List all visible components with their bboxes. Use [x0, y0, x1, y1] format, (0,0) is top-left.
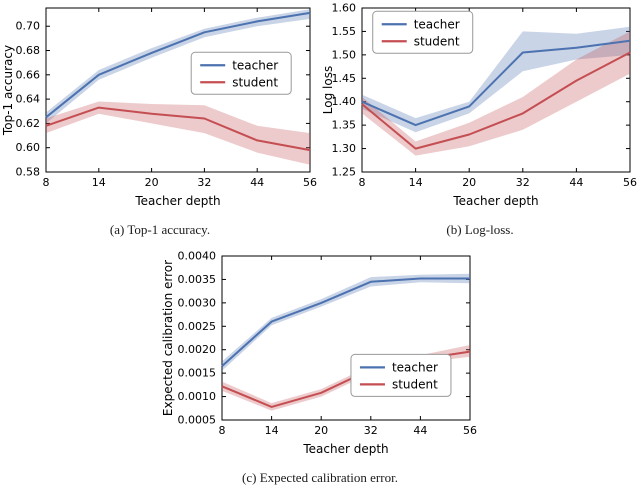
top-row: 8 14 20 32 44 56 0.58 0.60 0.62 0.64 0.66 0.68 0.70 t… [0, 0, 640, 238]
y-tick-label: 0.0005 [178, 414, 217, 427]
line-teacher [45, 11, 311, 119]
band-teacher [46, 9, 310, 124]
y-tick-label: 0.0035 [178, 273, 217, 286]
legend-frame [372, 10, 474, 54]
x-tick-label: 14 [265, 424, 279, 437]
y-tick-label: 1.60 [332, 2, 357, 15]
y-tick-label: 0.62 [16, 117, 41, 130]
chart-svg: 8 14 20 32 44 56 0.58 0.60 0.62 0.64 0.66 0.68 0.70 t… [1, 7, 317, 208]
y-axis: 1.25 1.30 1.35 1.40 1.45 1.50 1.55 1.60 [332, 2, 630, 179]
x-tick-label: 44 [413, 424, 427, 437]
y-tick-label: 1.50 [332, 48, 357, 61]
y-tick-label: 0.64 [16, 93, 41, 106]
y-tick-label: 1.25 [332, 166, 357, 179]
y-tick-label: 0.0020 [178, 343, 217, 356]
caption-c: (c) Expected calibration error. [242, 470, 398, 485]
x-axis: 8 14 20 32 44 56 [359, 8, 637, 189]
legend: teacher student [190, 51, 292, 95]
y-tick-label: 0.60 [16, 141, 41, 154]
x-tick-label: 14 [92, 176, 106, 189]
legend: teacher student [372, 10, 474, 54]
x-tick-label: 20 [462, 176, 476, 189]
x-tick-label: 56 [303, 176, 317, 189]
legend-label-teacher: teacher [232, 58, 278, 72]
y-tick-label: 1.55 [332, 25, 357, 38]
x-tick-label: 32 [364, 424, 378, 437]
y-tick-label: 1.35 [332, 119, 357, 132]
x-tick-label: 14 [409, 176, 423, 189]
band-student [46, 101, 310, 165]
figure-b: 8 14 20 32 44 56 1.25 1.30 1.35 1.40 1.45 1.50 1.55 1… [320, 0, 640, 238]
x-tick-label: 8 [43, 176, 50, 189]
x-axis: 8 14 20 32 44 56 [219, 256, 477, 437]
figure-c: 8 14 20 32 44 56 0.0005 0.0010 0.0015 0.0020 0.002… [160, 248, 480, 486]
y-tick-label: 0.0025 [178, 320, 217, 333]
x-tick-label: 44 [250, 176, 264, 189]
y-axis-label: Expected calibration error [161, 260, 175, 416]
line-teacher [361, 39, 631, 127]
x-axis-label: Teacher depth [452, 194, 538, 208]
bottom-row: 8 14 20 32 44 56 0.0005 0.0010 0.0015 0.0020 0.002… [0, 248, 640, 486]
y-tick-label: 1.45 [332, 72, 357, 85]
x-tick-label: 32 [197, 176, 211, 189]
y-axis-label: Top-1 accuracy [1, 45, 15, 136]
legend: teacher student [350, 353, 452, 397]
chart-svg: 8 14 20 32 44 561.251.301.351.401.451.501.551… [321, 2, 637, 209]
legend-label-student: student [232, 75, 278, 89]
x-tick-label: 20 [145, 176, 159, 189]
x-tick-label: 8 [359, 176, 366, 189]
y-tick-label: 0.70 [16, 20, 41, 33]
legend-label-student: student [392, 377, 438, 391]
y-axis: 0.0005 0.0010 0.0015 0.0020 0.0025 0.0030 0.00… [178, 250, 470, 427]
y-tick-label: 1.40 [332, 95, 357, 108]
legend-label-teacher: teacher [414, 17, 460, 31]
chart-expected-calibration-error: 8 14 20 32 44 56 0.0005 0.0010 0.0015 0.0020 0.002… [160, 248, 480, 462]
x-tick-label: 32 [516, 176, 530, 189]
caption-b: (b) Log-loss. [446, 222, 514, 237]
legend-frame [190, 51, 292, 95]
x-tick-label: 20 [314, 424, 328, 437]
y-tick-label: 0.0030 [178, 296, 217, 309]
caption-a: (a) Top-1 accuracy. [109, 222, 211, 237]
legend-label-teacher: teacher [392, 360, 438, 374]
x-axis-label: Teacher depth [302, 442, 388, 456]
line-student [361, 51, 631, 150]
y-axis-label: Log loss [321, 66, 335, 114]
line-student [45, 106, 311, 152]
y-tick-label: 0.0040 [178, 250, 217, 263]
x-tick-label: 56 [463, 424, 477, 437]
y-tick-label: 0.58 [16, 166, 41, 179]
y-axis: 0.58 0.60 0.62 0.64 0.66 0.68 0.70 [16, 20, 310, 179]
legend-label-student: student [414, 34, 460, 48]
x-tick-label: 56 [623, 176, 637, 189]
line-teacher [221, 277, 470, 367]
figure-a: 8 14 20 32 44 56 0.58 0.60 0.62 0.64 0.66 0.68 0.70 t… [0, 0, 320, 238]
y-tick-label: 0.68 [16, 44, 41, 57]
legend-frame [350, 353, 452, 397]
x-axis: 8 14 20 32 44 56 [43, 8, 317, 189]
chart-top1-accuracy: 8 14 20 32 44 56 0.58 0.60 0.62 0.64 0.66 0.68 0.70 t… [0, 0, 320, 214]
y-tick-label: 0.0015 [178, 367, 217, 380]
chart-svg: 8 14 20 32 44 56 0.0005 0.0010 0.0015 0.0020 0.002… [161, 250, 477, 457]
chart-log-loss: 8 14 20 32 44 56 1.25 1.30 1.35 1.40 1.45 1.50 1.55 1… [320, 0, 640, 214]
y-tick-label: 0.66 [16, 68, 41, 81]
y-tick-label: 0.0010 [178, 390, 217, 403]
x-tick-label: 8 [219, 424, 226, 437]
band-student [362, 31, 630, 156]
y-tick-label: 1.30 [332, 142, 357, 155]
x-axis-label: Teacher depth [134, 194, 220, 208]
x-tick-label: 44 [569, 176, 583, 189]
